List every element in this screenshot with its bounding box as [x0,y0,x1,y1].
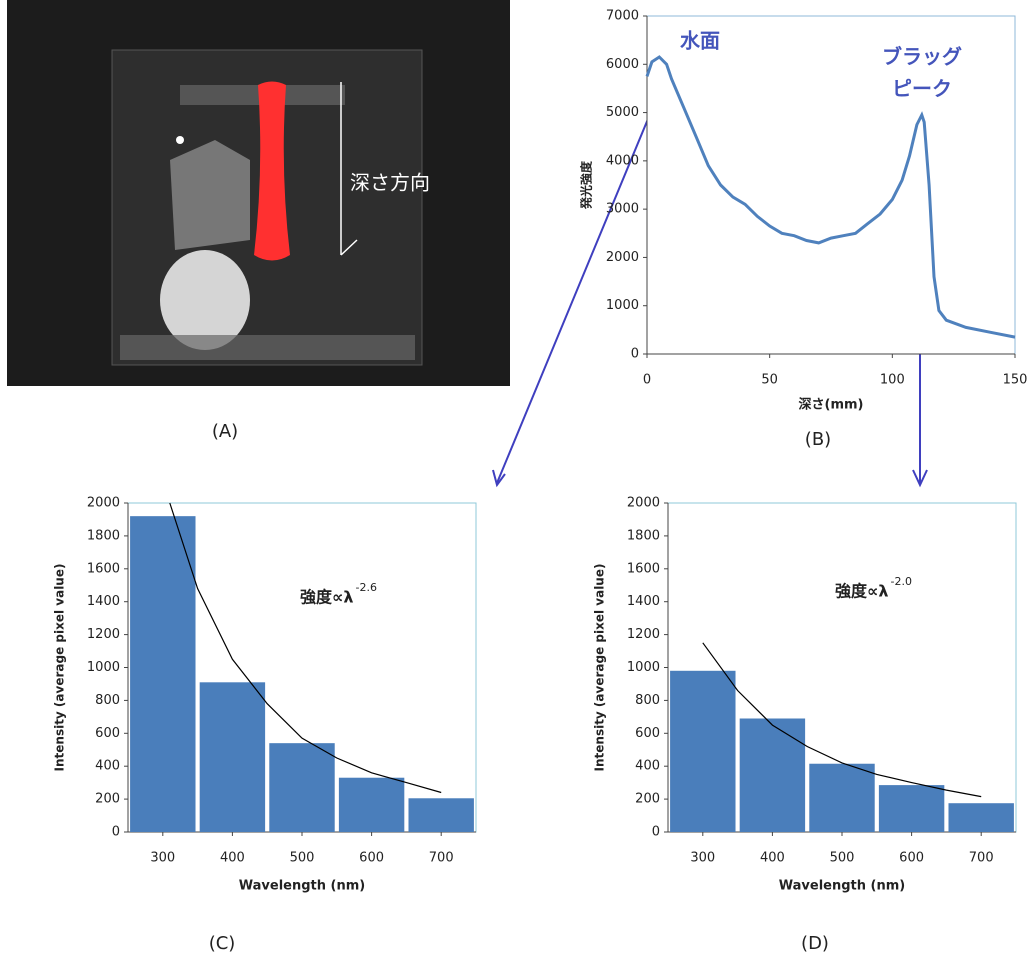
y-tick-label: 2000 [627,496,660,511]
glare [160,250,250,350]
photo-panel: 深さ方向 [7,0,510,386]
bar [269,743,335,832]
x-tick-label: 150 [1003,373,1028,388]
y-axis-label: Intensity (average pixel value) [53,564,67,772]
annotation-exponent: -2.6 [356,581,377,594]
annotation-exponent: -2.0 [891,575,912,588]
y-tick-label: 800 [95,693,120,708]
y-tick-label: 1400 [87,594,120,609]
y-tick-label: 1200 [627,627,660,642]
bar [338,777,405,832]
y-tick-label: 3000 [606,202,639,217]
x-tick-label: 600 [899,851,924,866]
bar [948,803,1014,832]
annotation: 水面 [680,29,720,53]
bar [670,670,736,832]
annotation: ブラッグ [882,45,962,69]
panel-caption: (A) [212,421,238,442]
y-tick-label: 1000 [627,660,660,675]
tank-bottom [120,335,415,360]
bar [809,763,875,832]
y-tick-label: 4000 [606,153,639,168]
x-tick-label: 500 [290,851,315,866]
y-tick-label: 200 [95,792,120,807]
x-axis-label: Wavelength (nm) [239,879,365,894]
y-axis-label: Intensity (average pixel value) [593,564,607,772]
y-tick-label: 6000 [606,57,639,72]
fit-curve [702,642,982,798]
arrowhead [492,469,506,488]
plot-frame [646,15,1016,355]
y-tick-label: 400 [635,759,660,774]
y-tick-label: 0 [112,825,120,840]
y-tick-label: 600 [635,726,660,741]
y-tick-label: 1000 [87,660,120,675]
x-tick-label: 500 [830,851,855,866]
tank-object [170,140,250,250]
light-spot [176,136,184,144]
x-tick-label: 400 [220,851,245,866]
panel-caption: (B) [805,429,831,450]
y-tick-label: 800 [635,693,660,708]
y-tick-label: 1600 [87,561,120,576]
x-tick-label: 600 [359,851,384,866]
x-tick-label: 50 [761,373,778,388]
panel-caption: (C) [209,933,236,954]
x-axis-label: 深さ(mm) [799,397,864,413]
connector-arrow [496,89,661,484]
annotation: 強度∝λ [835,582,889,601]
x-axis-label: Wavelength (nm) [779,879,905,894]
y-tick-label: 5000 [606,105,639,120]
y-tick-label: 1600 [627,561,660,576]
x-tick-label: 300 [150,851,175,866]
x-tick-label: 300 [690,851,715,866]
bar [408,798,474,832]
panel-caption: (D) [801,933,829,954]
y-tick-label: 2000 [606,250,639,265]
x-tick-label: 700 [969,851,994,866]
y-tick-label: 1800 [87,528,120,543]
y-tick-label: 400 [95,759,120,774]
annotation: 強度∝λ [300,588,354,607]
annotation: ピーク [892,77,952,101]
y-tick-label: 7000 [606,9,639,24]
y-tick-label: 1000 [606,298,639,313]
depth-arrowhead [340,239,358,256]
y-tick-label: 0 [631,347,639,362]
bar [739,718,806,832]
y-tick-label: 0 [652,825,660,840]
x-tick-label: 100 [880,373,905,388]
x-tick-label: 700 [429,851,454,866]
y-tick-label: 600 [95,726,120,741]
bar [199,682,266,832]
x-tick-label: 400 [760,851,785,866]
y-tick-label: 200 [635,792,660,807]
x-tick-label: 0 [643,373,651,388]
data-line [645,55,1016,339]
fit-curve [169,502,442,794]
y-tick-label: 1200 [87,627,120,642]
bar [130,516,196,832]
bar [878,785,945,832]
y-tick-label: 1400 [627,594,660,609]
beam [254,81,290,261]
photo-annotation: 深さ方向 [350,171,430,195]
arrowhead [912,469,928,488]
y-tick-label: 2000 [87,496,120,511]
y-tick-label: 1800 [627,528,660,543]
y-axis-label: 発光強度 [579,160,594,210]
